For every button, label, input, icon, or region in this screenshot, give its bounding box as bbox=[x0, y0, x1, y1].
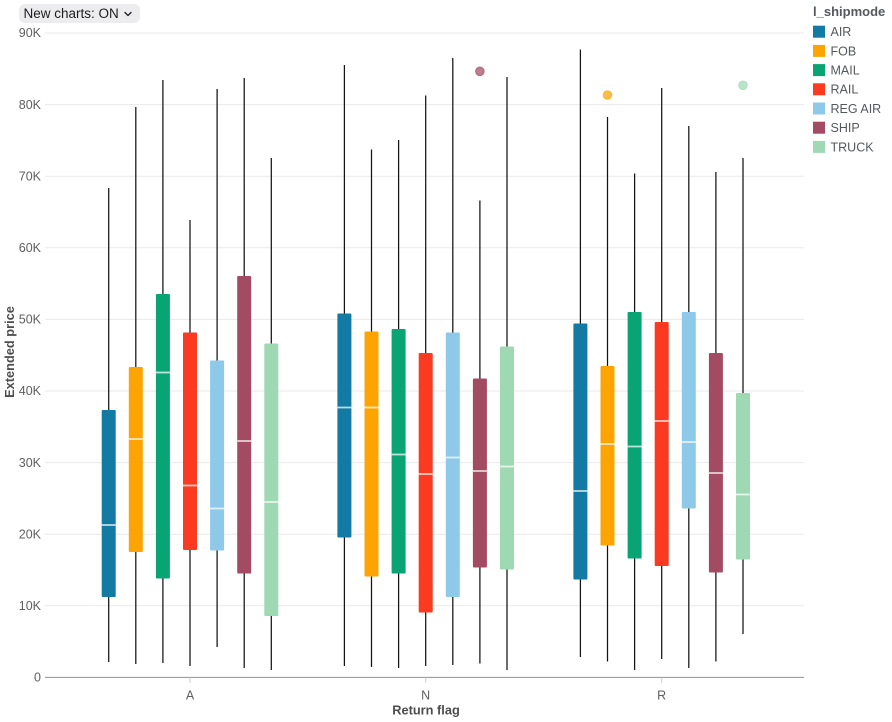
svg-text:0: 0 bbox=[34, 671, 41, 685]
svg-text:30K: 30K bbox=[19, 456, 42, 470]
svg-text:REG AIR: REG AIR bbox=[831, 102, 882, 116]
svg-text:RAIL: RAIL bbox=[831, 83, 859, 97]
svg-text:N: N bbox=[421, 689, 430, 703]
svg-text:R: R bbox=[657, 689, 666, 703]
svg-text:MAIL: MAIL bbox=[831, 64, 860, 78]
svg-text:40K: 40K bbox=[19, 384, 42, 398]
svg-text:A: A bbox=[186, 689, 195, 703]
svg-text:50K: 50K bbox=[19, 313, 42, 327]
svg-text:TRUCK: TRUCK bbox=[831, 140, 875, 154]
svg-text:AIR: AIR bbox=[831, 25, 852, 39]
svg-text:80K: 80K bbox=[19, 98, 42, 112]
svg-text:FOB: FOB bbox=[831, 44, 857, 58]
svg-text:10K: 10K bbox=[19, 599, 42, 613]
svg-text:l_shipmode: l_shipmode bbox=[813, 4, 885, 19]
svg-text:SHIP: SHIP bbox=[831, 121, 860, 135]
svg-text:20K: 20K bbox=[19, 527, 42, 541]
svg-text:Extended price: Extended price bbox=[2, 306, 17, 398]
svg-text:Return flag: Return flag bbox=[392, 703, 460, 718]
svg-text:90K: 90K bbox=[19, 26, 42, 40]
svg-text:60K: 60K bbox=[19, 241, 42, 255]
svg-text:70K: 70K bbox=[19, 169, 42, 183]
